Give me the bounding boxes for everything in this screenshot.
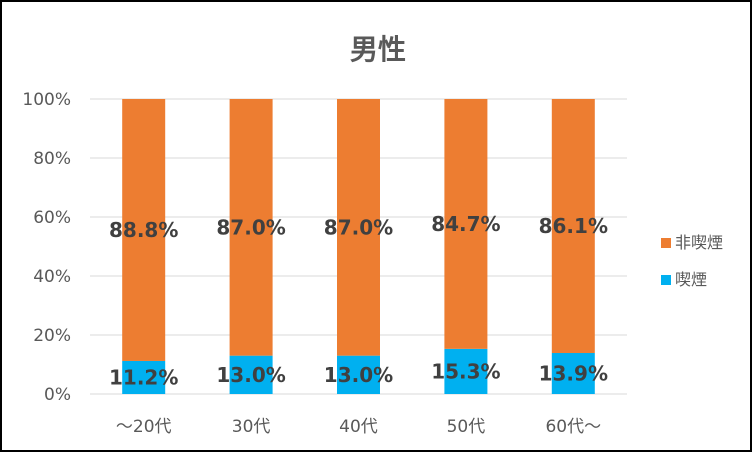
bar-segment-smoker	[337, 355, 380, 394]
y-tick-label: 40%	[33, 267, 71, 287]
bars	[122, 99, 595, 394]
x-axis-category-labels: ～20代 30代 40代 50代 60代～	[116, 417, 601, 437]
bar-segment-non-smoker	[229, 99, 273, 356]
data-labels: 11.2% 88.8% 13.0% 87.0% 13.0% 87.0% 15.3% 84.7%…	[109, 212, 608, 390]
bar-segment-smoker	[122, 360, 166, 394]
y-tick-label: 0%	[44, 385, 71, 405]
data-label: 13.0%	[216, 363, 285, 387]
data-label: 86.1%	[539, 214, 608, 238]
legend-label: 非喫煙	[675, 233, 723, 252]
y-tick-label: 100%	[22, 90, 71, 110]
y-axis-tick-labels: 0% 20% 40% 60% 80% 100%	[22, 90, 71, 405]
bar-segment-non-smoker	[337, 99, 380, 356]
legend-swatch	[661, 275, 671, 285]
bar-segment-smoker	[551, 352, 595, 394]
x-category-label: 30代	[232, 417, 271, 437]
legend-swatch	[661, 238, 671, 248]
y-tick-label: 20%	[33, 326, 71, 346]
data-label: 13.9%	[539, 361, 608, 385]
y-tick-label: 80%	[33, 149, 71, 169]
bar-segment-non-smoker	[122, 99, 166, 361]
chart-title: 男性	[350, 33, 406, 66]
data-label: 13.0%	[324, 363, 393, 387]
y-tick-label: 60%	[33, 208, 71, 228]
bar-segment-smoker	[229, 355, 273, 394]
bar-segment-non-smoker	[444, 99, 488, 349]
x-category-label: 50代	[447, 417, 486, 437]
data-label: 87.0%	[216, 215, 285, 239]
bar-segment-non-smoker	[551, 99, 595, 353]
data-label: 87.0%	[324, 215, 393, 239]
legend-label: 喫煙	[675, 270, 707, 289]
data-label: 84.7%	[431, 212, 500, 236]
bar-segment-smoker	[444, 348, 488, 394]
data-label: 11.2%	[109, 365, 178, 389]
x-category-label: ～20代	[116, 417, 172, 437]
x-category-label: 60代～	[545, 417, 601, 437]
x-category-label: 40代	[339, 417, 378, 437]
data-label: 15.3%	[431, 359, 500, 383]
data-label: 88.8%	[109, 218, 178, 242]
